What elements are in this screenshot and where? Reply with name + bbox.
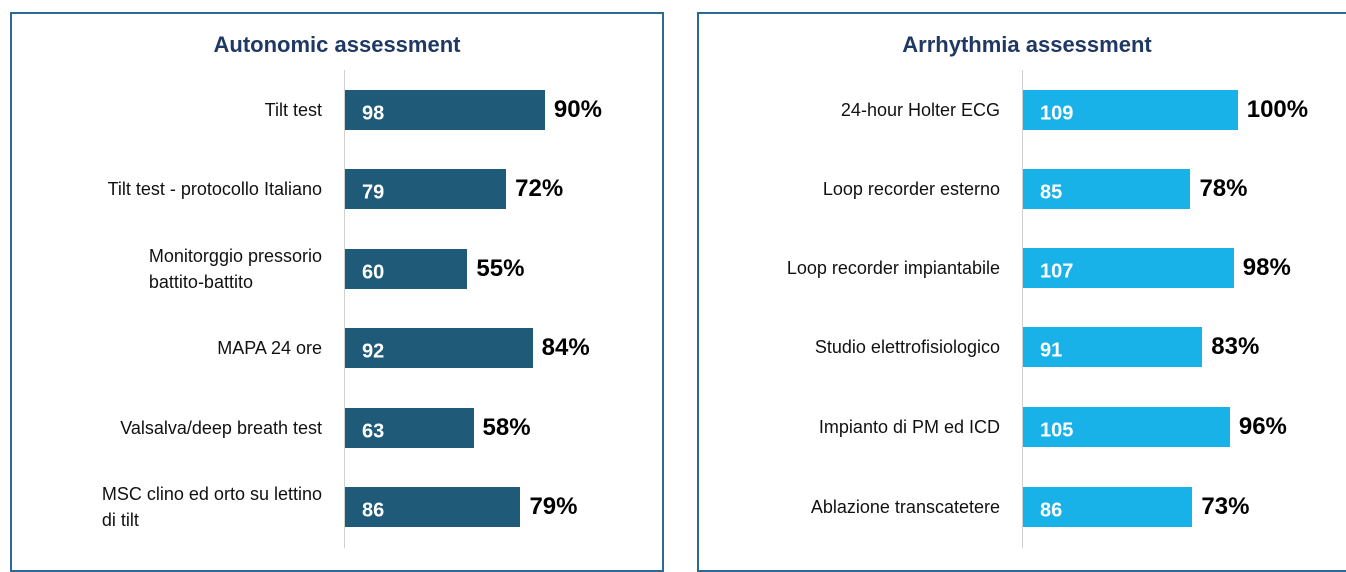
category-text: MSC clino ed orto su lettino di tilt [102,481,322,533]
category-text: Tilt test - protocollo Italiano [108,176,322,202]
bar [345,328,533,368]
chart-title: Arrhythmia assessment [902,32,1152,57]
category-line: 24-hour Holter ECG [840,100,1000,120]
bar [345,249,468,289]
category-axis [344,70,345,548]
percent-label: 72% [515,175,564,202]
category-label: Studio elettrofisiologico [690,334,1000,360]
percent-label: 84% [541,334,590,361]
percent-label: 83% [1211,333,1260,360]
category-label: 24-hour Holter ECG [690,97,1000,123]
category-label: Impianto di PM ed ICD [690,414,1000,440]
category-text: Loop recorder esterno [823,176,1000,202]
bar [1023,90,1238,130]
percent-label: 78% [1199,175,1248,202]
count-label: 86 [362,499,385,522]
category-label: MSC clino ed orto su lettino di tilt [12,481,322,533]
bar [1023,487,1193,527]
count-label: 98 [362,102,385,125]
category-text: Tilt test [265,97,322,123]
chart-title: Autonomic assessment [213,32,461,57]
percent-label: 100% [1246,96,1309,123]
count-label: 109 [1040,102,1074,125]
category-text: MAPA 24 ore [217,335,322,361]
category-text: Monitorggio pressorio battito-battito [149,243,322,295]
category-label: Loop recorder impiantabile [690,255,1000,281]
count-label: 63 [362,420,385,443]
category-line: Impianto di PM ed ICD [818,417,1000,437]
category-line: Studio elettrofisiologico [814,337,1000,357]
category-line: Tilt test [264,100,322,120]
category-text: Loop recorder impiantabile [787,255,1000,281]
category-label: Tilt test [12,97,322,123]
count-label: 91 [1040,339,1063,362]
count-label: 86 [1040,499,1063,522]
bar [1023,248,1234,288]
category-line: MAPA 24 ore [217,338,322,358]
count-label: 85 [1040,181,1063,204]
percent-label: 96% [1238,413,1287,440]
count-label: 105 [1040,419,1074,442]
category-label: Tilt test - protocollo Italiano [12,176,322,202]
bar [1023,327,1203,367]
category-line: MSC clino ed orto su lettino [101,484,322,504]
category-label: Ablazione transcatetere [690,494,1000,520]
category-line: Tilt test - protocollo Italiano [107,179,322,199]
category-label: MAPA 24 ore [12,335,322,361]
category-line: battito-battito [148,272,253,292]
category-line: Ablazione transcatetere [810,497,1000,517]
percent-label: 58% [482,414,531,441]
chart-panel: Arrhythmia assessment 24-hour Holter ECG 1… [697,12,1346,572]
category-line: di tilt [101,510,139,530]
percent-label: 73% [1201,493,1250,520]
percent-label: 90% [553,96,602,123]
bar [345,90,545,130]
category-line: Loop recorder impiantabile [786,258,1000,278]
count-label: 107 [1040,260,1074,283]
category-label: Monitorggio pressorio battito-battito [12,243,322,295]
chart-panel: Autonomic assessment Tilt test 98 90% Tilt t… [10,12,664,572]
category-label: Loop recorder esterno [690,176,1000,202]
count-label: 79 [362,181,385,204]
percent-label: 98% [1242,254,1291,281]
count-label: 60 [362,261,385,284]
bar [345,169,507,209]
category-label: Valsalva/deep breath test [12,415,322,441]
category-line: Valsalva/deep breath test [120,418,322,438]
bar [1023,407,1230,447]
percent-label: 55% [476,255,525,282]
bar [345,487,521,527]
category-axis [1022,70,1023,548]
category-text: Impianto di PM ed ICD [819,414,1000,440]
category-text: 24-hour Holter ECG [841,97,1000,123]
category-line: Loop recorder esterno [822,179,1000,199]
bar [1023,169,1191,209]
percent-label: 79% [529,493,578,520]
category-text: Studio elettrofisiologico [815,334,1000,360]
category-text: Ablazione transcatetere [811,494,1000,520]
category-line: Monitorggio pressorio [148,246,322,266]
bar [345,408,474,448]
category-text: Valsalva/deep breath test [120,415,322,441]
count-label: 92 [362,340,385,363]
